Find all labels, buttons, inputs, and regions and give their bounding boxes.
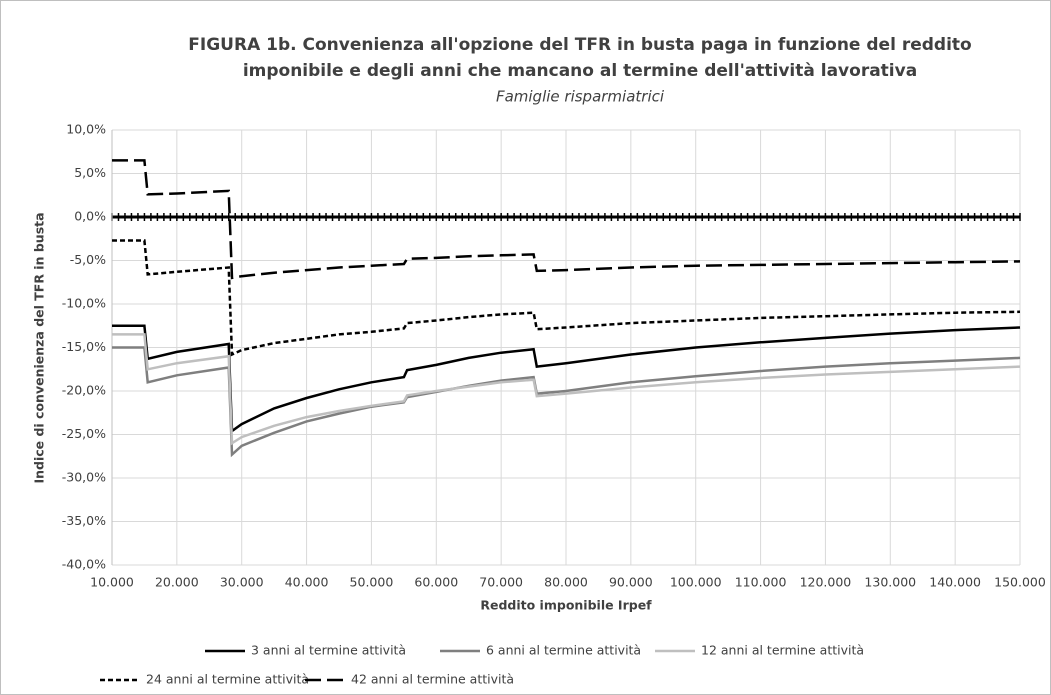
legend-label: 3 anni al termine attività bbox=[251, 643, 406, 658]
y-tick-label: -35,0% bbox=[62, 513, 106, 528]
chart-subtitle: Famiglie risparmiatrici bbox=[496, 88, 665, 106]
y-tick-label: -25,0% bbox=[62, 426, 106, 441]
x-tick-label: 50.000 bbox=[350, 575, 394, 590]
y-tick-label: -30,0% bbox=[62, 470, 106, 485]
x-axis-label: Reddito imponibile Irpef bbox=[480, 598, 652, 613]
x-tick-label: 10.000 bbox=[90, 575, 134, 590]
x-tick-label: 110.000 bbox=[735, 575, 787, 590]
y-tick-label: -20,0% bbox=[62, 383, 106, 398]
series-line bbox=[112, 239, 1021, 357]
x-tick-label: 80.000 bbox=[544, 575, 588, 590]
x-tick-label: 100.000 bbox=[670, 575, 722, 590]
series-line bbox=[112, 333, 1021, 446]
y-tick-label: 5,0% bbox=[74, 165, 106, 180]
x-tick-label: 40.000 bbox=[285, 575, 329, 590]
series-line bbox=[112, 159, 1021, 280]
chart-title: imponibile e degli anni che mancano al t… bbox=[243, 61, 917, 81]
legend-label: 42 anni al termine attività bbox=[351, 672, 514, 687]
y-tick-label: -5,0% bbox=[70, 252, 106, 267]
x-tick-label: 60.000 bbox=[414, 575, 458, 590]
y-tick-label: 0,0% bbox=[74, 209, 106, 224]
legend-label: 12 anni al termine attività bbox=[701, 643, 864, 658]
y-tick-label: -15,0% bbox=[62, 339, 106, 354]
x-tick-label: 150.000 bbox=[994, 575, 1046, 590]
y-tick-label: -10,0% bbox=[62, 296, 106, 311]
x-tick-label: 90.000 bbox=[609, 575, 653, 590]
y-axis-label: Indice di convenienza del TFR in busta bbox=[32, 212, 47, 483]
x-tick-label: 20.000 bbox=[155, 575, 199, 590]
x-tick-label: 30.000 bbox=[220, 575, 264, 590]
legend-label: 6 anni al termine attività bbox=[486, 643, 641, 658]
y-tick-label: -40,0% bbox=[62, 557, 106, 572]
y-tick-label: 10,0% bbox=[66, 122, 106, 137]
chart-title: FIGURA 1b. Convenienza all'opzione del T… bbox=[188, 35, 971, 55]
legend-label: 24 anni al termine attività bbox=[146, 672, 309, 687]
x-tick-label: 140.000 bbox=[929, 575, 981, 590]
x-tick-label: 120.000 bbox=[800, 575, 852, 590]
x-tick-label: 130.000 bbox=[864, 575, 916, 590]
x-tick-label: 70.000 bbox=[479, 575, 523, 590]
